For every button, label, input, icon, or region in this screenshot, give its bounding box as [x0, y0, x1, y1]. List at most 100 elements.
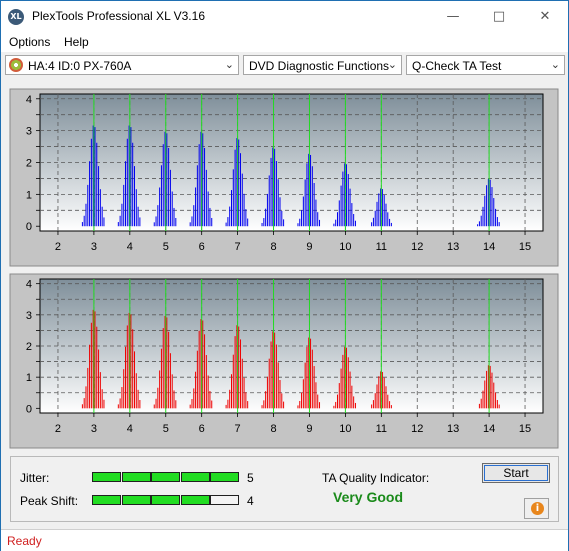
- land-bar: [159, 187, 161, 227]
- pit-bar: [299, 400, 301, 409]
- land-bar: [351, 203, 353, 227]
- land-bar: [304, 179, 306, 227]
- pit-y-tick-label: 0: [26, 403, 32, 415]
- land-bar: [193, 205, 195, 227]
- pit-bar: [389, 401, 391, 409]
- quality-indicator-value: Very Good: [333, 489, 404, 505]
- pit-bar: [478, 403, 480, 409]
- land-bar: [495, 208, 497, 227]
- start-button[interactable]: Start: [482, 463, 550, 483]
- function-select[interactable]: DVD Diagnostic Functions ⌄: [243, 55, 402, 75]
- minimize-icon[interactable]: —: [446, 9, 460, 24]
- land-bar: [90, 138, 92, 227]
- pit-bar: [247, 401, 249, 409]
- test-select[interactable]: Q-Check TA Test ⌄: [406, 55, 565, 75]
- land-bar: [98, 166, 100, 227]
- peak-shift-meter: [92, 495, 239, 505]
- chevron-down-icon: ⌄: [224, 58, 234, 71]
- pit-bar: [130, 314, 132, 409]
- land-bar: [89, 161, 91, 227]
- pit-bar: [482, 390, 484, 409]
- pit-bar: [164, 315, 166, 409]
- pit-x-tick-label: 4: [127, 423, 133, 435]
- land-bar: [239, 153, 241, 227]
- pit-bar: [159, 370, 161, 409]
- close-icon[interactable]: ✕: [539, 9, 551, 24]
- pit-bar: [383, 377, 385, 409]
- meter-segment: [210, 472, 239, 482]
- land-bar: [101, 206, 103, 227]
- land-bar: [261, 222, 263, 227]
- land-bar: [335, 219, 337, 227]
- pit-x-tick-label: 6: [199, 423, 205, 435]
- land-bar: [243, 193, 245, 227]
- menu-help[interactable]: Help: [64, 35, 89, 49]
- land-bar: [340, 185, 342, 227]
- land-bar: [164, 131, 166, 227]
- pit-x-tick-label: 13: [447, 423, 459, 435]
- land-bar: [245, 209, 247, 227]
- menu-options[interactable]: Options: [9, 35, 51, 49]
- pit-bar: [191, 399, 193, 409]
- pit-bar: [243, 377, 245, 409]
- land-bar: [489, 179, 491, 227]
- land-bar: [83, 215, 85, 227]
- pit-bar: [486, 370, 488, 409]
- pit-bar: [302, 379, 304, 409]
- pit-bar: [81, 404, 83, 409]
- pit-y-tick-label: 4: [26, 279, 32, 291]
- pit-bar: [239, 339, 241, 409]
- app-icon: XL: [8, 9, 24, 25]
- land-bar: [209, 207, 211, 227]
- land-bar: [265, 208, 267, 227]
- pit-x-tick-label: 10: [339, 423, 351, 435]
- pit-bar: [196, 350, 198, 409]
- land-bar: [498, 222, 500, 227]
- pit-bar: [265, 391, 267, 409]
- land-x-tick-label: 13: [447, 241, 459, 253]
- land-bar: [196, 165, 198, 227]
- maximize-icon[interactable]: □: [492, 9, 506, 24]
- land-bar: [299, 218, 301, 227]
- pit-bar: [484, 380, 486, 409]
- pit-bar: [319, 402, 321, 409]
- land-bar: [236, 138, 238, 227]
- info-button[interactable]: i: [524, 498, 549, 519]
- land-bar: [338, 200, 340, 227]
- pit-bar: [123, 369, 125, 409]
- pit-bar: [270, 341, 272, 409]
- pit-bar: [380, 371, 382, 409]
- land-x-tick-label: 9: [306, 241, 312, 253]
- land-bar: [207, 191, 209, 227]
- pit-bar: [157, 387, 159, 409]
- function-select-value: DVD Diagnostic Functions: [249, 59, 390, 73]
- pit-bar: [297, 405, 299, 409]
- pit-bar: [173, 390, 175, 409]
- pit-bar: [480, 398, 482, 409]
- land-bar: [301, 210, 303, 227]
- land-bar: [94, 127, 96, 227]
- pit-bar: [195, 371, 197, 409]
- pit-bar: [85, 386, 87, 409]
- title-bar[interactable]: XL PlexTools Professional XL V3.16 — □ ✕: [1, 1, 568, 32]
- pit-bar: [204, 334, 206, 409]
- pit-bar: [342, 354, 344, 409]
- land-bar: [493, 198, 495, 227]
- pit-bar: [310, 338, 312, 409]
- land-bar: [130, 127, 132, 227]
- land-bar: [119, 215, 121, 227]
- pit-bar: [275, 344, 277, 409]
- pit-bar: [169, 353, 171, 409]
- land-x-tick-label: 6: [199, 241, 205, 253]
- land-bar: [198, 144, 200, 227]
- land-bar: [283, 219, 285, 227]
- window-title: PlexTools Professional XL V3.16: [32, 9, 205, 23]
- land-y-tick-label: 0: [26, 221, 32, 233]
- pit-bar: [335, 401, 337, 409]
- pit-x-tick-label: 3: [91, 423, 97, 435]
- drive-select[interactable]: HA:4 ID:0 PX-760A ⌄: [5, 55, 239, 75]
- land-bar: [371, 222, 373, 227]
- pit-bar: [193, 388, 195, 409]
- land-x-tick-label: 15: [519, 241, 531, 253]
